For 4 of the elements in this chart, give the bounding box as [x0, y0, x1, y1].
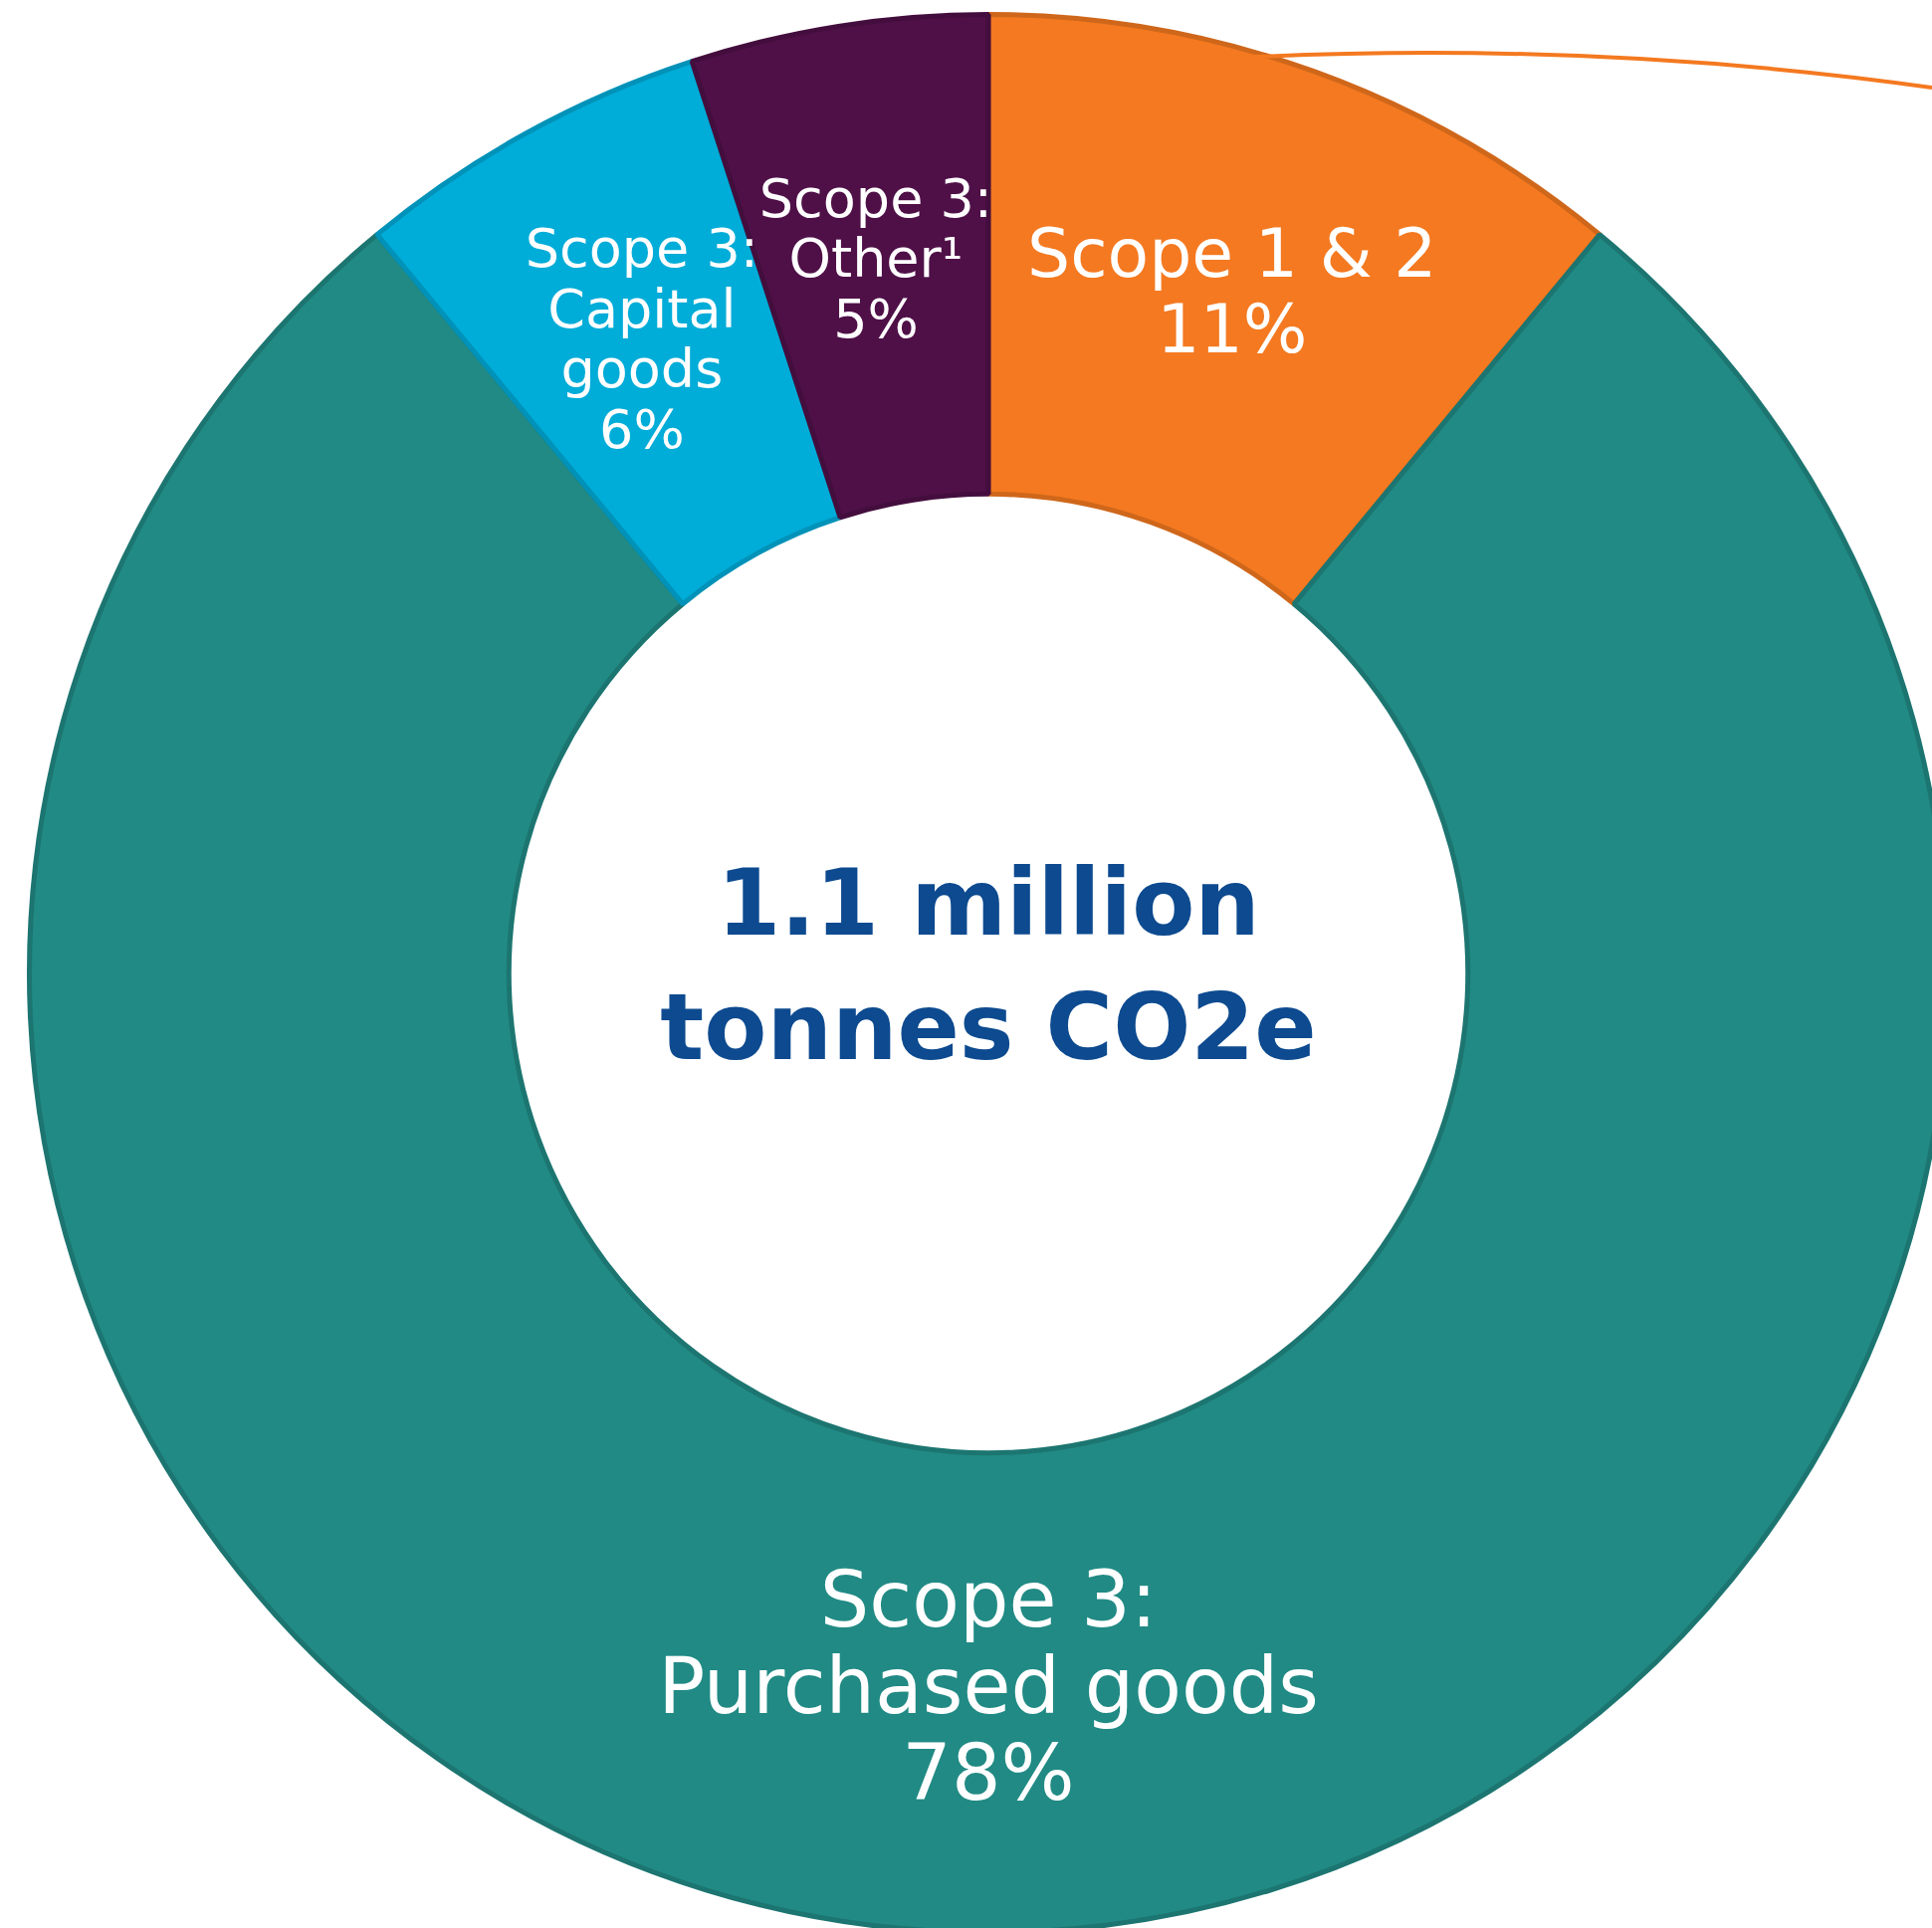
data-label: 78%	[902, 1728, 1075, 1819]
slice-label: Scope 1 & 2	[1027, 213, 1437, 293]
slice-label: Scope 3: Purchased goods	[658, 1554, 1319, 1731]
text: 1.1 million tonnes CO2e	[660, 850, 1317, 1082]
